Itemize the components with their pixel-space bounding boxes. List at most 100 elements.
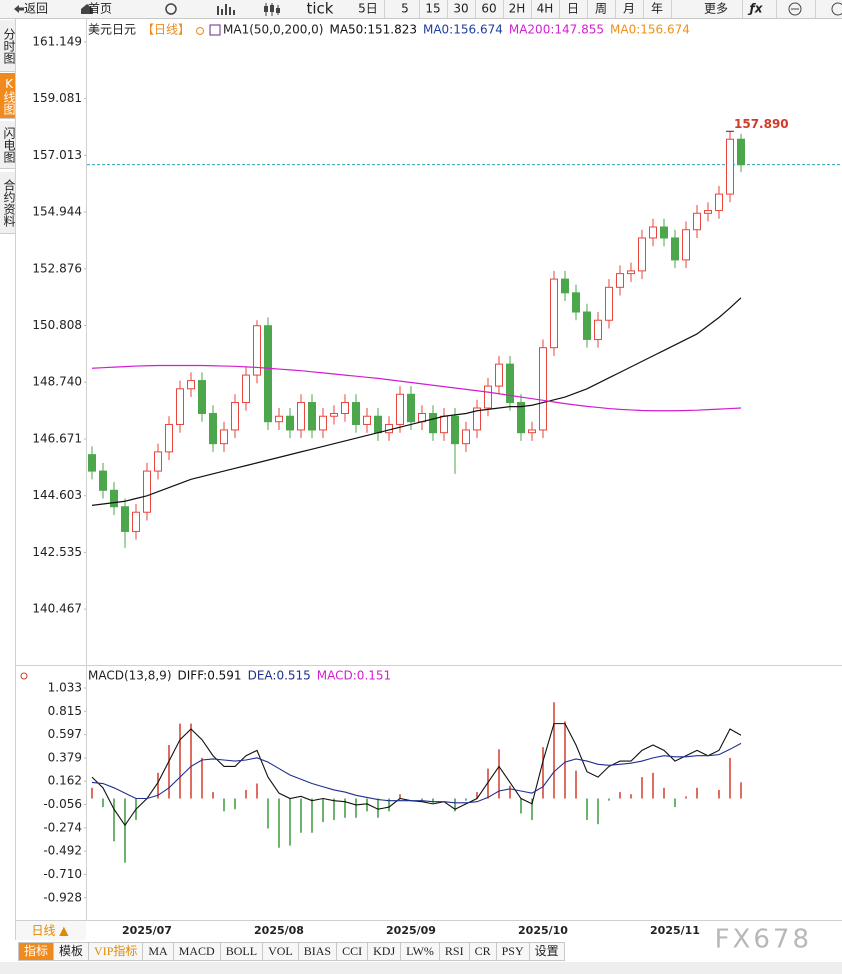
candle-body — [143, 470, 151, 513]
indicator-tab[interactable]: CCI — [337, 942, 369, 961]
macd-line — [91, 723, 742, 827]
watermark: FX678 — [715, 925, 812, 955]
candle-body — [517, 402, 525, 434]
bar-icon[interactable] — [217, 4, 235, 15]
legend-entry: MA0:156.674 — [423, 23, 503, 37]
indicator-tab[interactable]: MACD — [173, 942, 221, 961]
header-icon — [209, 24, 221, 36]
candle-body — [704, 210, 712, 214]
legend-entry: MA50:151.823 — [329, 23, 417, 37]
toolbar-button[interactable]: 日 — [567, 2, 579, 16]
fx-icon[interactable]: ƒx — [748, 2, 764, 16]
symbol-title: 美元日元 — [88, 23, 136, 37]
toolbar-button[interactable]: 5日 — [358, 2, 378, 16]
candle-body — [638, 237, 646, 272]
candle-body — [253, 325, 261, 376]
toolbar-button[interactable]: 首页 — [88, 2, 112, 16]
zoom-out-icon[interactable] — [788, 2, 802, 16]
toolbar-button[interactable]: 15 — [425, 2, 440, 16]
home-icon — [81, 4, 93, 14]
side-tab[interactable]: 分时图 — [0, 20, 16, 72]
candle-body — [671, 237, 679, 261]
candle-body — [726, 138, 734, 195]
indicator-tab[interactable]: VOL — [263, 942, 299, 961]
indicator-tab[interactable]: RSI — [439, 942, 470, 961]
candle-body — [550, 278, 558, 349]
ma-line — [91, 364, 742, 412]
y-tick-label: -0.928 — [43, 890, 82, 904]
indicator-title: MACD(13,8,9) — [88, 669, 172, 683]
y-tick-label: 140.467 — [32, 602, 82, 616]
indicator-tab[interactable]: BIAS — [298, 942, 338, 961]
y-tick-label: -0.274 — [43, 820, 82, 834]
candle-body — [649, 226, 657, 239]
candle-body — [176, 388, 184, 425]
period-button-bg[interactable] — [16, 921, 86, 940]
macd-settings-icon[interactable] — [20, 672, 28, 680]
candle-body — [583, 311, 591, 340]
indicator-tab[interactable]: KDJ — [368, 942, 402, 961]
candle-body — [616, 273, 624, 288]
candle-body — [495, 363, 503, 387]
indicator-tab[interactable]: 设置 — [529, 942, 565, 961]
candle-body — [88, 454, 96, 472]
toolbar-button[interactable]: 5 — [401, 2, 409, 16]
indicator-tab[interactable]: BOLL — [220, 942, 264, 961]
side-tab[interactable]: 闪电图 — [0, 121, 16, 169]
indicator-tab[interactable]: 指标 — [18, 942, 55, 961]
y-tick-label: 150.808 — [32, 318, 82, 332]
toolbar-button[interactable]: 更多 — [704, 2, 728, 16]
indicator-label: MA1(50,0,200,0) — [223, 23, 323, 37]
candle-body — [594, 319, 602, 340]
toolbar-button[interactable]: 30 — [453, 2, 468, 16]
status-bar — [0, 962, 842, 974]
y-tick-label: 0.597 — [48, 727, 82, 741]
y-tick-label: 154.944 — [32, 205, 82, 219]
candle-body — [682, 229, 690, 261]
candle-body — [187, 380, 195, 390]
refresh-icon[interactable] — [165, 3, 177, 15]
toolbar-button[interactable]: tick — [307, 0, 334, 18]
legend-entry: MA200:147.855 — [509, 23, 604, 37]
indicator-tabs: 指标 模板 VIP指标 MA MACD BOLL VOL BIAS CCI KDJ LW% RSI CR… — [18, 942, 565, 961]
indicator-tab[interactable]: MA — [143, 942, 174, 961]
indicator-tab[interactable]: CR — [469, 942, 497, 961]
side-tab[interactable]: 合约资料 — [0, 172, 16, 234]
y-tick-label: 1.033 — [48, 681, 82, 695]
candle-body — [407, 393, 415, 423]
candle-body — [220, 429, 228, 445]
y-tick-label: -0.056 — [43, 797, 82, 811]
candle-body — [462, 429, 470, 445]
candle-body — [660, 226, 668, 239]
toolbar-button[interactable]: 4H — [537, 2, 554, 16]
toolbar-button[interactable]: 周 — [595, 2, 607, 16]
candle-body — [363, 415, 371, 425]
toolbar-button[interactable]: 60 — [481, 2, 496, 16]
toolbar-button[interactable]: 月 — [623, 2, 635, 16]
indicator-tab[interactable]: 模板 — [54, 942, 90, 961]
candle-body — [341, 402, 349, 414]
indicator-tab[interactable]: VIP指标 — [89, 942, 144, 961]
period-label: 【日线】 — [142, 23, 190, 37]
zoom-in-icon[interactable] — [831, 2, 842, 16]
high-label: 157.890 — [734, 117, 789, 131]
macd-line — [91, 742, 742, 804]
header-toggle[interactable] — [196, 27, 205, 35]
toolbar-button[interactable]: 年 — [651, 2, 663, 16]
x-tick-label: 2025/08 — [254, 924, 304, 937]
y-tick-label: 146.671 — [32, 431, 82, 445]
candle-body — [561, 278, 569, 294]
indicator-tab[interactable]: PSY — [496, 942, 530, 961]
y-tick-label: -0.710 — [43, 867, 82, 881]
legend-entry: DEA:0.515 — [248, 669, 311, 683]
toolbar-button[interactable]: 2H — [509, 2, 526, 16]
candle-body — [396, 393, 404, 425]
legend-entry: MACD:0.151 — [317, 669, 391, 683]
candle-body — [528, 429, 536, 434]
indicator-tab[interactable]: LW% — [401, 942, 440, 961]
side-tab[interactable]: K线图 — [0, 73, 16, 119]
candle-body — [242, 374, 250, 404]
toolbar-button[interactable]: 返回 — [24, 2, 48, 16]
period-button[interactable]: 日线 ▲ — [31, 924, 69, 938]
